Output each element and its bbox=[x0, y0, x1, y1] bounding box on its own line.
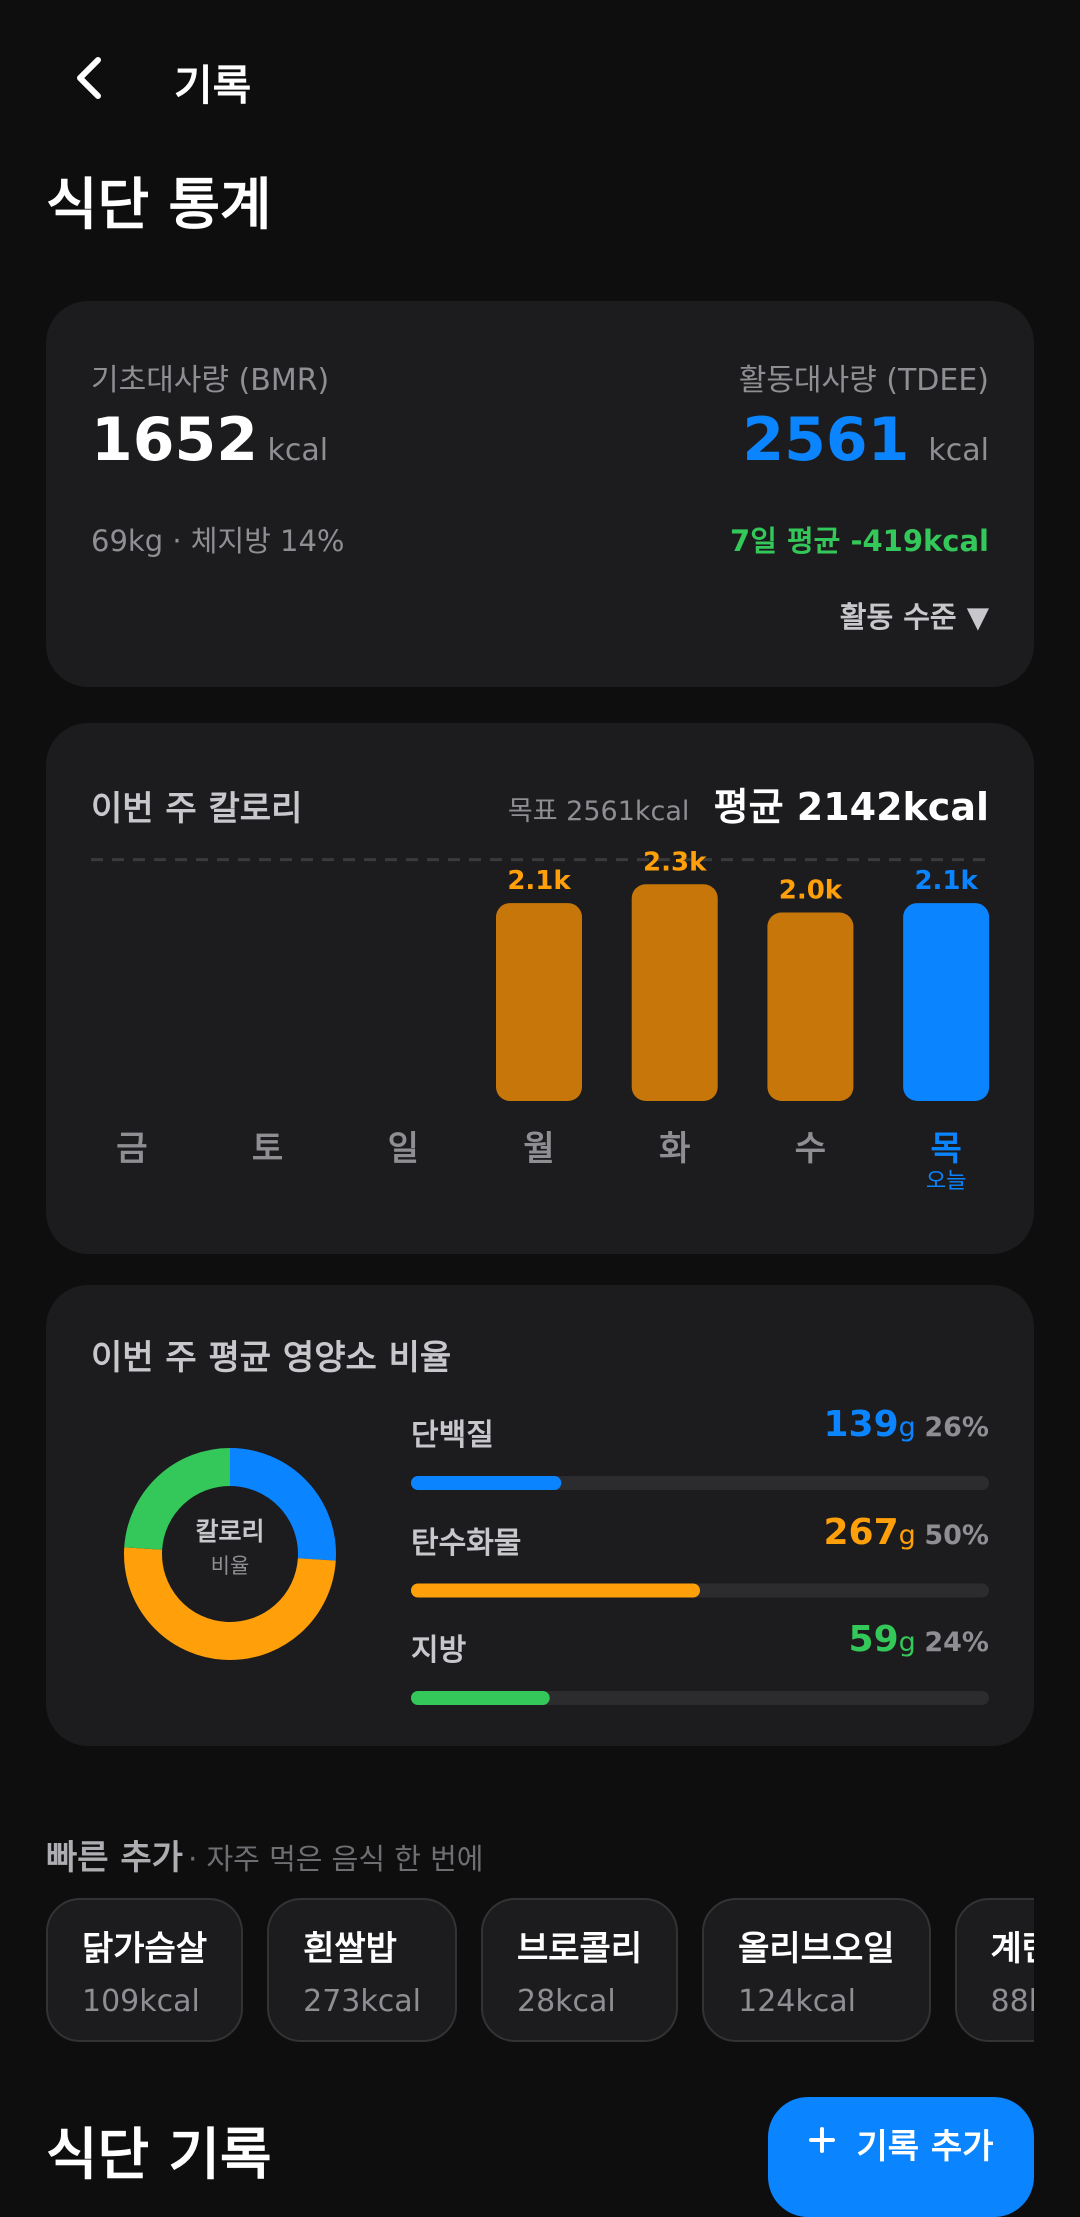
quick-add-chip[interactable]: 브로콜리 28kcal bbox=[480, 1898, 679, 2042]
quick-add-subtitle: · 자주 먹은 음식 한 번에 bbox=[188, 1842, 484, 1876]
weekly-average: 7일 평균 -419kcal bbox=[730, 524, 989, 558]
macro-percent: 24% bbox=[924, 1627, 989, 1658]
quick-add-title: 빠른 추가 bbox=[46, 1838, 183, 1878]
donut-slice bbox=[124, 1448, 231, 1551]
chip-kcal: 88kcal bbox=[990, 1984, 1034, 2019]
bmr-unit: kcal bbox=[267, 433, 329, 468]
tdee-label: 활동대사량 (TDEE) bbox=[738, 363, 989, 398]
back-button[interactable] bbox=[66, 54, 114, 102]
chip-name: 올리브오일 bbox=[738, 1929, 895, 1969]
macro-name: 탄수화물 bbox=[411, 1525, 522, 1561]
donut-slice bbox=[124, 1547, 336, 1660]
day-label: 금 bbox=[116, 1129, 147, 1169]
body-info: 69kg · 체지방 14% bbox=[91, 524, 345, 558]
quick-add-header: 빠른 추가 · 자주 먹은 음식 한 번에 bbox=[46, 1830, 484, 1879]
quick-add-list: 닭가슴살 109kcal 흰쌀밥 273kcal 브로콜리 28kcal 올리브오일 124k… bbox=[46, 1898, 1034, 2046]
value-label: 2.0k bbox=[779, 876, 843, 906]
chart-summary: 목표 2561kcal 평균 2142kcal bbox=[508, 776, 989, 831]
day-label: 일 bbox=[388, 1129, 419, 1169]
chip-name: 닭가슴살 bbox=[82, 1929, 208, 1969]
macro-percent: 26% bbox=[924, 1412, 989, 1443]
day-label: 토 bbox=[252, 1129, 283, 1169]
progress-bar bbox=[411, 1691, 550, 1705]
macro-values: 59g 24% bbox=[849, 1619, 989, 1660]
bmr-label: 기초대사량 (BMR) bbox=[91, 363, 330, 398]
activity-button[interactable]: 활동 수준 ▼ bbox=[839, 600, 989, 634]
macro-unit: g bbox=[898, 1412, 916, 1443]
macro-title: 이번 주 평균 영양소 비율 bbox=[91, 1338, 452, 1378]
donut-title: 칼로리 bbox=[195, 1517, 264, 1546]
quick-add-chip[interactable]: 흰쌀밥 273kcal bbox=[267, 1898, 457, 2042]
chart-title: 이번 주 칼로리 bbox=[91, 789, 303, 829]
day-label: 목 bbox=[931, 1129, 962, 1169]
progress-track bbox=[411, 1691, 989, 1705]
plus-icon bbox=[808, 2127, 835, 2153]
tdee-value: 2561 bbox=[742, 405, 910, 475]
day-label: 수 bbox=[795, 1129, 826, 1169]
macro-unit: g bbox=[898, 1627, 916, 1658]
donut-subtitle: 비율 bbox=[211, 1554, 250, 1578]
header-title: 기록 bbox=[174, 61, 252, 110]
value-label: 2.3k bbox=[643, 847, 707, 877]
today-label: 오늘 bbox=[926, 1169, 966, 1194]
chip-kcal: 28kcal bbox=[516, 1984, 616, 2019]
donut-slice bbox=[229, 1448, 336, 1561]
bar bbox=[631, 884, 718, 1101]
macro-grams: 139 bbox=[823, 1404, 899, 1445]
value-label: 2.1k bbox=[507, 866, 571, 896]
chip-name: 계란 bbox=[990, 1929, 1034, 1969]
chip-kcal: 273kcal bbox=[303, 1984, 421, 2019]
value-label: 2.1k bbox=[914, 866, 978, 896]
bar bbox=[767, 912, 854, 1101]
add-button-label: 기록 추가 bbox=[856, 2127, 994, 2167]
macro-values: 139g 26% bbox=[823, 1404, 989, 1445]
average-label: 평균 2142kcal bbox=[713, 785, 989, 829]
chip-name: 브로콜리 bbox=[516, 1929, 643, 1969]
bmr-value: 1652 bbox=[91, 405, 258, 475]
macro-values: 267g 50% bbox=[823, 1512, 989, 1553]
tdee-row: 2561 kcal bbox=[742, 405, 989, 475]
progress-bar bbox=[411, 1476, 562, 1490]
quick-add-chip[interactable]: 닭가슴살 109kcal bbox=[46, 1898, 244, 2042]
log-title: 식단 기록 bbox=[46, 2123, 272, 2188]
macro-percent: 50% bbox=[924, 1519, 989, 1551]
bar bbox=[496, 903, 582, 1101]
macro-grams: 267 bbox=[823, 1511, 899, 1553]
page-title: 식단 통계 bbox=[46, 173, 272, 238]
bmr-row: 1652 kcal bbox=[91, 405, 328, 475]
progress-bar bbox=[411, 1583, 700, 1598]
tdee-unit: kcal bbox=[928, 433, 989, 468]
quick-add-chip[interactable]: 계란 88kcal bbox=[954, 1898, 1034, 2042]
macro-name: 지방 bbox=[411, 1633, 467, 1668]
chip-name: 흰쌀밥 bbox=[303, 1929, 397, 1969]
chip-kcal: 109kcal bbox=[82, 1984, 200, 2019]
day-label: 화 bbox=[659, 1129, 690, 1169]
metabolism-card bbox=[46, 301, 1034, 687]
day-label: 월 bbox=[523, 1129, 554, 1169]
quick-add-chip[interactable]: 올리브오일 124kcal bbox=[702, 1898, 931, 2042]
chip-kcal: 124kcal bbox=[738, 1984, 856, 2019]
macro-unit: g bbox=[898, 1519, 916, 1551]
bar bbox=[903, 903, 990, 1101]
macro-card bbox=[46, 1285, 1034, 1746]
macro-grams: 59 bbox=[848, 1619, 899, 1660]
target-label: 목표 2561kcal bbox=[507, 796, 690, 827]
macro-name: 단백질 bbox=[411, 1418, 494, 1453]
